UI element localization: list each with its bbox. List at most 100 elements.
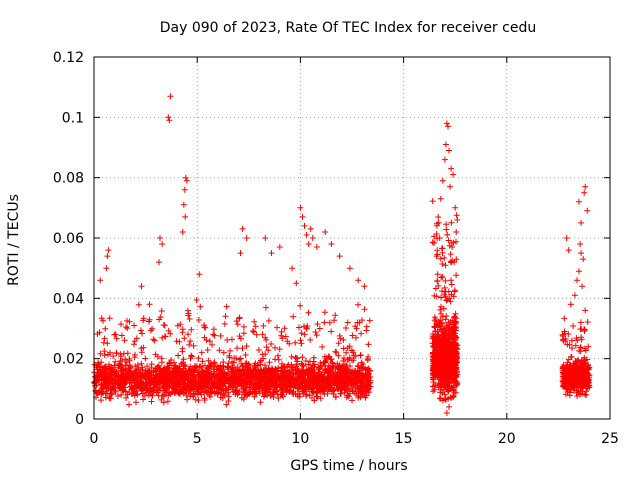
data-point bbox=[366, 380, 373, 387]
data-point bbox=[274, 391, 281, 398]
data-point bbox=[218, 367, 225, 374]
data-point bbox=[250, 328, 256, 334]
data-point bbox=[270, 394, 277, 400]
data-point bbox=[192, 396, 199, 403]
data-point bbox=[240, 330, 247, 337]
data-point bbox=[434, 339, 441, 346]
grid-lines bbox=[94, 57, 610, 419]
data-point bbox=[164, 376, 171, 383]
data-point bbox=[138, 345, 145, 352]
data-point bbox=[107, 387, 114, 393]
data-point bbox=[430, 343, 437, 350]
data-point bbox=[98, 397, 104, 404]
data-point bbox=[447, 364, 454, 371]
data-point bbox=[92, 382, 98, 389]
data-point bbox=[242, 352, 249, 358]
data-point bbox=[110, 384, 117, 391]
data-point bbox=[253, 331, 260, 338]
data-point bbox=[217, 373, 224, 380]
data-point bbox=[173, 338, 180, 345]
data-point bbox=[154, 383, 161, 390]
data-point bbox=[234, 364, 241, 371]
data-point bbox=[118, 391, 125, 398]
data-point bbox=[137, 383, 143, 390]
data-point bbox=[352, 373, 359, 380]
data-point bbox=[319, 343, 326, 350]
data-point bbox=[437, 306, 444, 313]
data-point bbox=[157, 314, 164, 321]
data-point bbox=[561, 315, 568, 322]
data-point bbox=[205, 357, 212, 364]
data-point bbox=[451, 259, 458, 266]
data-point bbox=[579, 283, 586, 290]
data-point bbox=[163, 385, 170, 392]
data-point bbox=[250, 328, 257, 335]
data-point bbox=[181, 363, 188, 370]
data-point bbox=[308, 384, 315, 391]
data-point bbox=[97, 367, 103, 374]
data-point bbox=[110, 353, 117, 360]
data-point bbox=[453, 272, 460, 279]
data-point bbox=[570, 387, 577, 394]
data-point bbox=[341, 370, 348, 377]
data-point bbox=[366, 389, 372, 395]
data-point bbox=[182, 174, 189, 181]
data-point bbox=[271, 368, 278, 375]
data-point bbox=[146, 386, 153, 393]
data-point bbox=[293, 280, 300, 287]
data-point bbox=[243, 360, 250, 367]
data-point bbox=[582, 380, 589, 386]
data-point bbox=[221, 320, 228, 327]
data-point bbox=[165, 114, 172, 121]
data-point bbox=[292, 391, 299, 398]
data-point bbox=[299, 213, 306, 220]
data-point bbox=[303, 232, 310, 238]
data-point bbox=[144, 363, 151, 370]
data-point bbox=[96, 329, 103, 336]
data-point bbox=[268, 368, 275, 374]
data-point bbox=[429, 198, 436, 205]
data-point bbox=[439, 177, 446, 184]
data-point bbox=[582, 365, 589, 372]
data-point bbox=[446, 332, 453, 339]
data-point bbox=[453, 212, 460, 219]
data-point bbox=[126, 318, 133, 325]
data-point bbox=[135, 301, 142, 308]
data-point bbox=[140, 315, 147, 322]
data-point bbox=[324, 379, 331, 386]
data-point bbox=[329, 360, 336, 367]
data-point bbox=[449, 384, 456, 391]
data-point bbox=[153, 389, 160, 396]
data-point bbox=[305, 309, 312, 316]
data-point bbox=[268, 374, 275, 381]
data-point bbox=[572, 342, 579, 349]
data-point bbox=[102, 325, 109, 332]
data-point bbox=[299, 362, 306, 368]
data-point bbox=[439, 288, 445, 295]
data-point bbox=[445, 123, 451, 130]
data-point bbox=[436, 395, 443, 402]
data-point bbox=[445, 237, 452, 244]
data-point bbox=[251, 318, 258, 325]
data-point bbox=[137, 369, 144, 376]
data-point bbox=[210, 326, 217, 333]
data-point bbox=[441, 284, 448, 291]
data-point bbox=[150, 336, 157, 343]
data-point bbox=[448, 291, 455, 298]
data-point bbox=[230, 367, 237, 374]
data-point bbox=[199, 358, 206, 365]
data-point bbox=[326, 367, 333, 374]
data-point bbox=[240, 323, 247, 330]
data-point bbox=[453, 355, 460, 362]
data-point bbox=[357, 352, 364, 359]
data-point bbox=[234, 387, 240, 394]
data-point bbox=[301, 222, 308, 229]
data-point bbox=[159, 393, 166, 399]
data-point bbox=[315, 366, 322, 373]
data-point bbox=[174, 377, 181, 384]
data-point bbox=[321, 319, 328, 326]
data-point bbox=[343, 349, 350, 356]
data-point bbox=[252, 390, 258, 397]
data-point bbox=[160, 322, 167, 328]
data-point bbox=[98, 388, 105, 395]
